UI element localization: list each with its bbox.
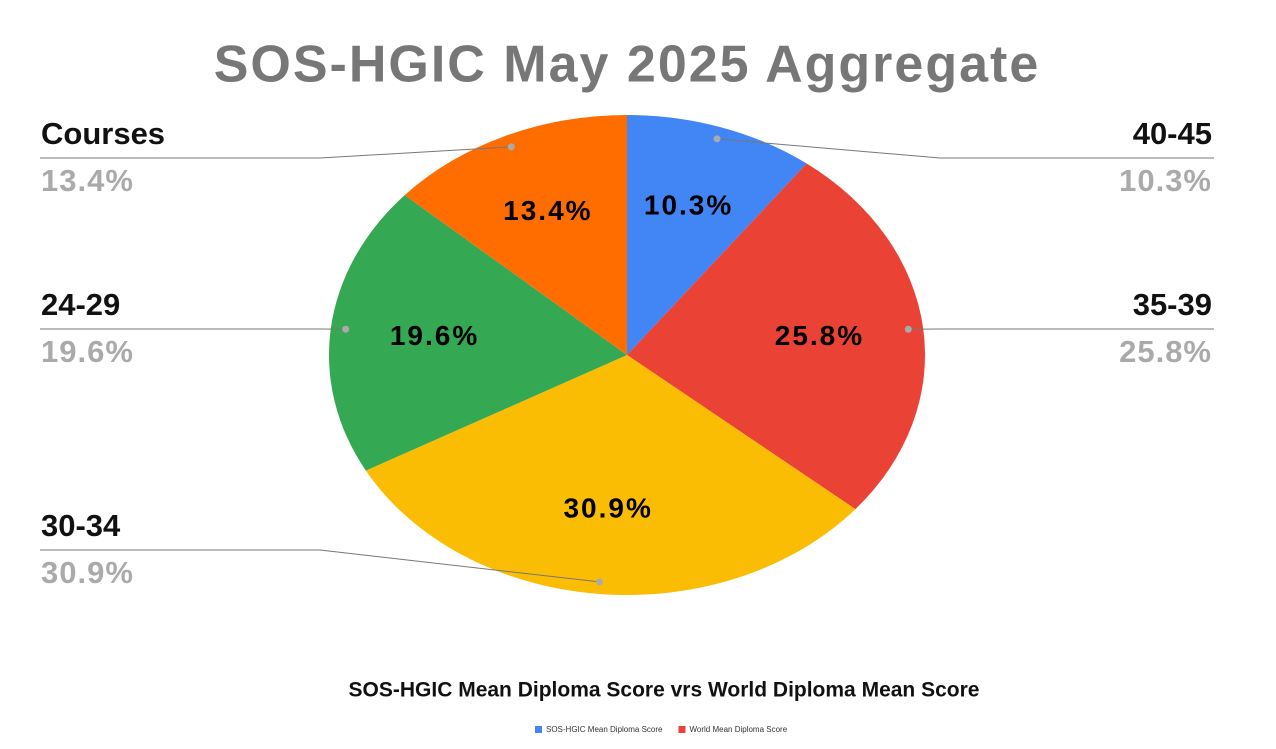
pie-slice xyxy=(627,163,925,510)
category-label: Courses xyxy=(41,116,165,151)
slice-label: 13.4% xyxy=(503,195,592,226)
pie-slice xyxy=(328,195,627,471)
category-label: 40-45 xyxy=(1133,116,1212,151)
category-label: 24-29 xyxy=(41,287,120,322)
legend-swatch xyxy=(678,726,686,733)
legend-swatch xyxy=(535,726,542,733)
pie-slice xyxy=(627,115,807,355)
slice-label: 30.9% xyxy=(563,493,652,524)
leader-line xyxy=(716,138,1214,159)
leader-dot xyxy=(507,143,515,151)
chart-title: SOS-HGIC May 2025 Aggregate xyxy=(214,36,1041,94)
leader-line xyxy=(40,146,512,159)
slice-label: 25.8% xyxy=(775,320,864,351)
legend-label: SOS-HGIC Mean Diploma Score xyxy=(546,725,663,734)
category-percent: 30.9% xyxy=(41,555,134,590)
chart-subtitle: SOS-HGIC Mean Diploma Score vrs World Di… xyxy=(349,679,980,702)
leader-dot xyxy=(904,325,912,333)
leader-dot xyxy=(342,325,350,333)
leader-line xyxy=(40,549,600,583)
category-label: 30-34 xyxy=(41,508,121,543)
category-percent: 19.6% xyxy=(41,334,134,369)
pie-slice xyxy=(404,115,627,355)
pie-slice xyxy=(365,355,856,595)
leader-dot xyxy=(713,135,721,143)
slice-label: 10.3% xyxy=(644,189,733,220)
category-label: 35-39 xyxy=(1133,287,1212,322)
category-percent: 10.3% xyxy=(1119,163,1212,198)
category-percent: 13.4% xyxy=(41,163,134,198)
leader-dot xyxy=(595,578,603,586)
legend-label: World Mean Diploma Score xyxy=(689,725,787,734)
slice-label: 19.6% xyxy=(390,320,479,351)
category-percent: 25.8% xyxy=(1119,334,1212,369)
